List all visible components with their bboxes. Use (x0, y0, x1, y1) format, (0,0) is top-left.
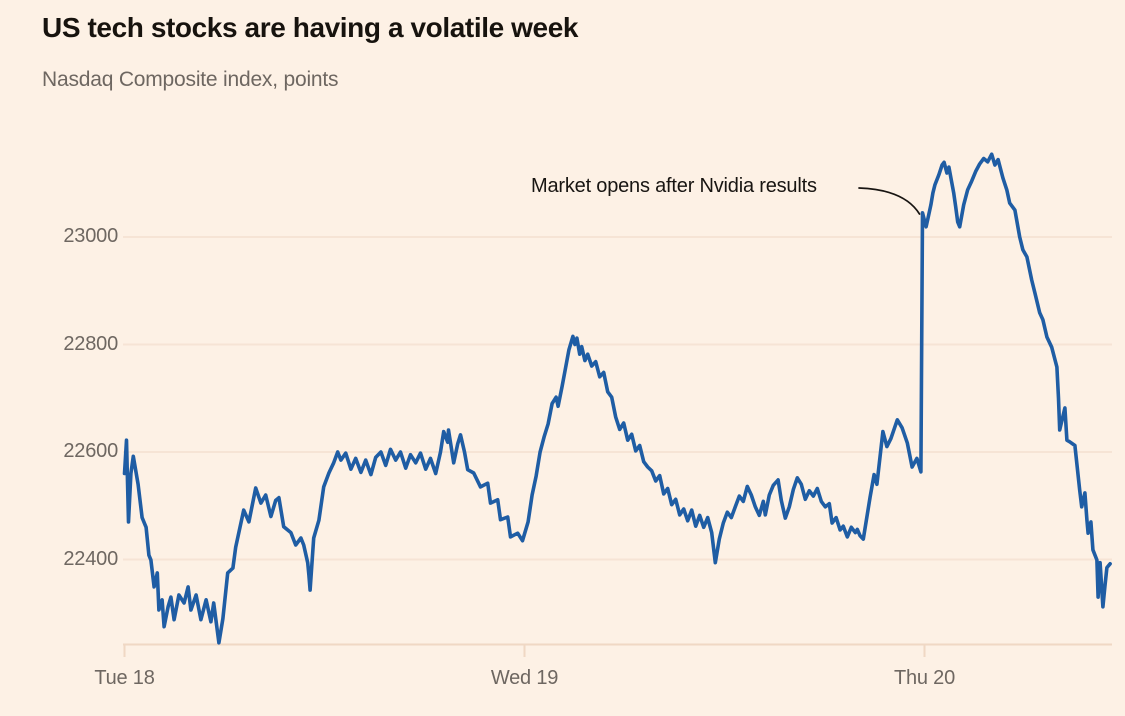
y-tick-label: 23000 (63, 225, 118, 247)
y-tick-label: 22600 (63, 440, 118, 462)
chart-title: US tech stocks are having a volatile wee… (42, 12, 579, 43)
x-axis-ticks (123, 644, 926, 657)
annotation-pointer-line (858, 187, 921, 215)
y-tick-label: 22800 (63, 332, 118, 355)
x-tick-label: Thu 20 (893, 667, 956, 689)
gridlines (123, 236, 1112, 561)
x-tick-label: Wed 19 (490, 667, 559, 689)
y-tick-label: 22400 (63, 547, 118, 570)
chart-subtitle: Nasdaq Composite index, points (42, 68, 339, 91)
annotation-text: Market opens after Nvidia results (531, 175, 817, 197)
price-line (122, 152, 1112, 645)
x-tick-label: Tue 18 (94, 667, 155, 689)
